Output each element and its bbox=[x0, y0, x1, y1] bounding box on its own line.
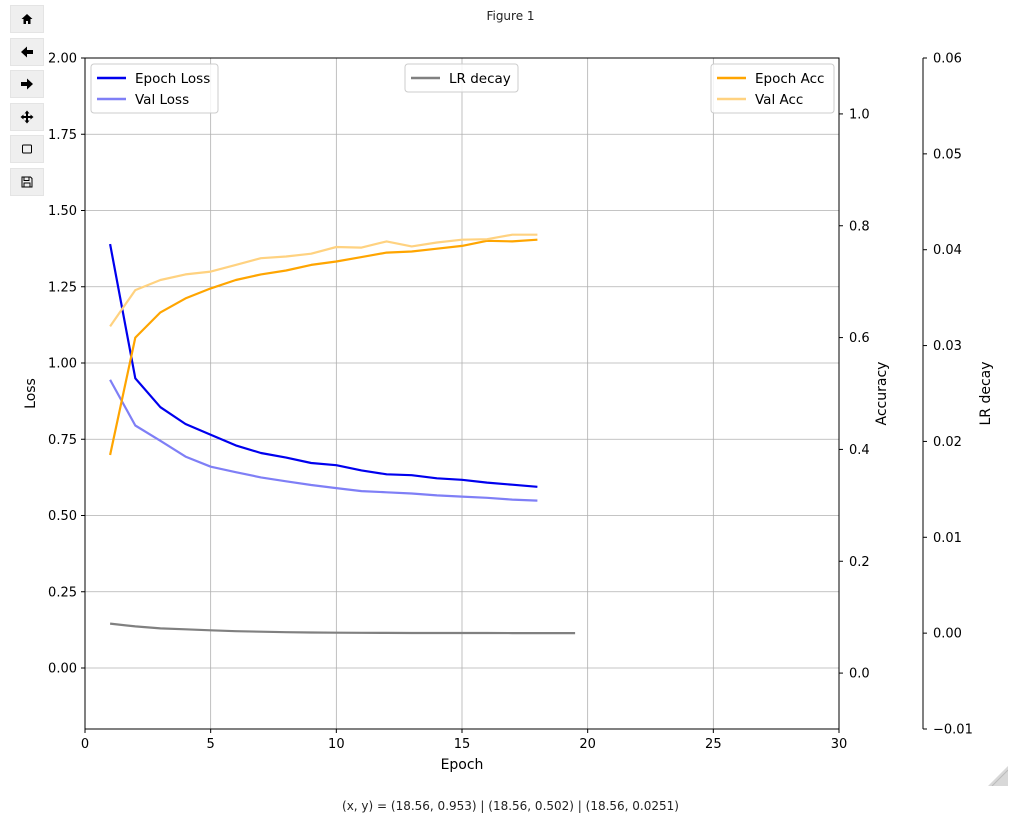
figure-title: Figure 1 bbox=[486, 9, 535, 23]
x-axis-label: Epoch bbox=[441, 757, 484, 773]
forward-button[interactable] bbox=[10, 70, 44, 98]
lr-axis-label: LR decay bbox=[978, 361, 994, 425]
x-tick-label: 10 bbox=[328, 737, 345, 752]
x-tick-label: 0 bbox=[81, 737, 89, 752]
accuracy-tick-label: 0.6 bbox=[849, 331, 870, 346]
lr-tick-label: 0.01 bbox=[933, 531, 962, 546]
legend-accuracy bbox=[710, 63, 835, 114]
series-line-val-acc bbox=[109, 233, 538, 328]
arrow-left-icon bbox=[21, 46, 33, 57]
series-line-epoch-loss bbox=[109, 243, 538, 488]
resize-grip-icon[interactable] bbox=[988, 766, 1008, 786]
save-icon bbox=[21, 176, 33, 187]
lr-tick-label: 0.06 bbox=[933, 52, 962, 67]
loss-tick-label: 1.50 bbox=[48, 204, 77, 219]
legend-loss bbox=[90, 63, 219, 114]
lr-tick-label: 0.04 bbox=[933, 243, 962, 258]
navigation-toolbar bbox=[10, 5, 44, 200]
move-icon bbox=[20, 110, 34, 123]
loss-tick-label: 1.25 bbox=[48, 280, 77, 295]
home-button[interactable] bbox=[10, 5, 44, 33]
lr-tick-label: −0.01 bbox=[933, 723, 973, 738]
home-icon bbox=[21, 14, 33, 24]
accuracy-tick-label: 0.0 bbox=[849, 667, 870, 682]
legend-label: Epoch Acc bbox=[755, 71, 824, 87]
lr-tick-label: 0.00 bbox=[933, 627, 962, 642]
pan-button[interactable] bbox=[10, 102, 44, 131]
loss-tick-label: 0.75 bbox=[48, 433, 77, 448]
x-tick-label: 30 bbox=[831, 737, 848, 752]
accuracy-tick-label: 1.0 bbox=[849, 107, 870, 122]
save-button[interactable] bbox=[10, 167, 44, 196]
loss-tick-label: 1.75 bbox=[48, 128, 77, 143]
legend-label: Epoch Loss bbox=[135, 71, 210, 87]
legend-label: LR decay bbox=[449, 71, 511, 87]
chart-figure[interactable]: 0 5 10 15 20 25 30 Epoch 0.00 0.25 0.50 0.75 1.00 1.2… bbox=[0, 0, 1013, 790]
legend-label: Val Loss bbox=[135, 92, 189, 108]
series-line-val-loss bbox=[109, 379, 538, 502]
accuracy-axis-label: Accuracy bbox=[874, 362, 890, 426]
loss-tick-label: 0.50 bbox=[48, 509, 77, 524]
lr-tick-label: 0.02 bbox=[933, 435, 962, 450]
zoom-rect-icon bbox=[22, 144, 32, 154]
legend-lr bbox=[404, 63, 519, 93]
loss-tick-label: 2.00 bbox=[48, 52, 77, 67]
loss-tick-label: 0.00 bbox=[48, 662, 77, 677]
loss-tick-label: 1.00 bbox=[48, 357, 77, 372]
x-tick-label: 15 bbox=[454, 737, 471, 752]
back-button[interactable] bbox=[10, 37, 44, 66]
accuracy-tick-label: 0.4 bbox=[849, 443, 870, 458]
accuracy-tick-label: 0.2 bbox=[849, 555, 870, 570]
loss-axis-label: Loss bbox=[23, 378, 39, 409]
x-tick-label: 25 bbox=[705, 737, 722, 752]
arrow-right-icon bbox=[21, 78, 33, 90]
series-line-epoch-acc bbox=[109, 238, 538, 456]
zoom-button[interactable] bbox=[10, 135, 44, 163]
legend-label: Val Acc bbox=[755, 92, 803, 108]
series-line-lr-decay bbox=[109, 622, 576, 635]
loss-tick-label: 0.25 bbox=[48, 585, 77, 600]
accuracy-tick-label: 0.8 bbox=[849, 219, 870, 234]
x-tick-label: 5 bbox=[207, 737, 215, 752]
lr-tick-label: 0.05 bbox=[933, 147, 962, 162]
x-tick-label: 20 bbox=[579, 737, 596, 752]
cursor-coordinates: (x, y) = (18.56, 0.953) | (18.56, 0.502)… bbox=[342, 799, 679, 813]
lr-tick-label: 0.03 bbox=[933, 339, 962, 354]
